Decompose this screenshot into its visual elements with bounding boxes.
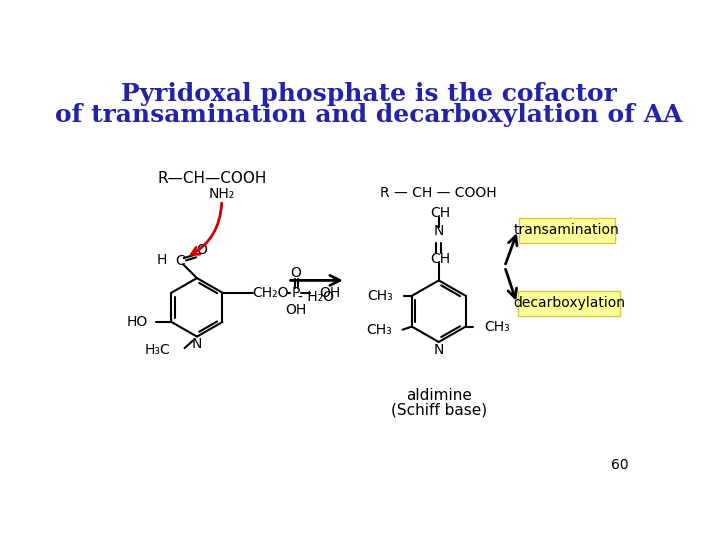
Text: N: N (192, 338, 202, 352)
Text: NH₂: NH₂ (209, 187, 235, 201)
Text: R—CH—COOH: R—CH—COOH (158, 171, 267, 186)
Text: O: O (291, 266, 302, 280)
Text: CH₃: CH₃ (484, 320, 510, 334)
Text: O: O (196, 244, 207, 258)
FancyBboxPatch shape (518, 218, 615, 242)
Text: N: N (433, 343, 444, 357)
Text: OH: OH (285, 302, 307, 316)
Text: aldimine: aldimine (406, 388, 472, 403)
Text: of transamination and decarboxylation of AA: of transamination and decarboxylation of… (55, 103, 683, 127)
Text: N: N (433, 224, 444, 238)
Text: - H₂O: - H₂O (298, 291, 334, 305)
Text: CH₂O: CH₂O (252, 286, 289, 300)
Text: H₃C: H₃C (145, 343, 171, 357)
Text: OH: OH (320, 286, 341, 300)
Text: Pyridoxal phosphate is the cofactor: Pyridoxal phosphate is the cofactor (121, 82, 617, 106)
FancyArrowPatch shape (192, 203, 222, 254)
Text: HO: HO (127, 315, 148, 329)
Text: R — CH — COOH: R — CH — COOH (380, 186, 497, 200)
Text: H: H (157, 253, 168, 267)
Text: CH: CH (431, 252, 451, 266)
Text: P: P (292, 286, 300, 300)
Text: CH: CH (431, 206, 451, 220)
Text: decarboxylation: decarboxylation (513, 296, 625, 310)
Text: 60: 60 (611, 458, 629, 472)
Text: transamination: transamination (514, 224, 619, 238)
Text: CH₃: CH₃ (367, 289, 393, 303)
Text: C: C (175, 254, 185, 268)
Text: CH₃: CH₃ (366, 323, 392, 336)
Text: (Schiff base): (Schiff base) (391, 402, 487, 417)
FancyBboxPatch shape (518, 291, 620, 316)
